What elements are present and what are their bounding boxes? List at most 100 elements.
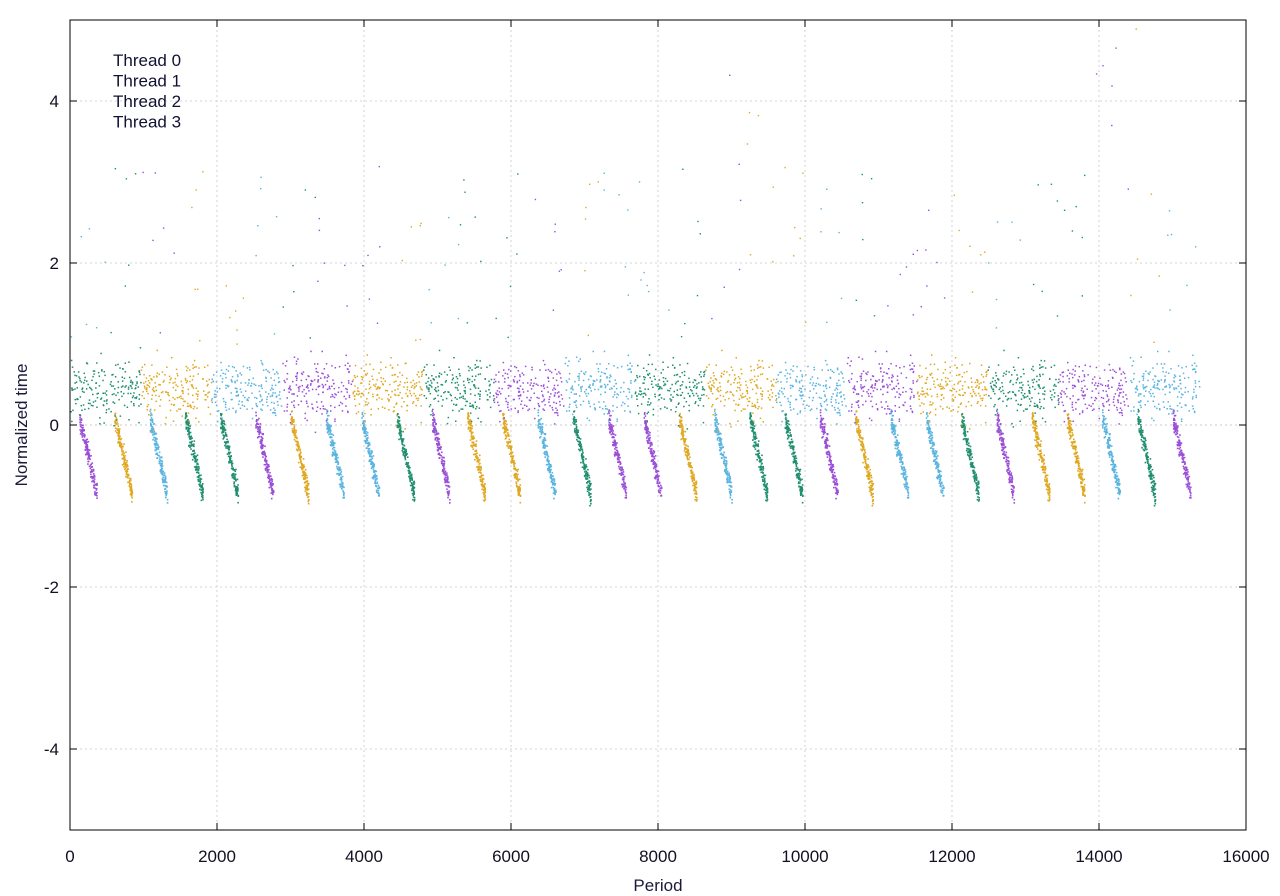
data-point — [437, 389, 440, 392]
data-point — [544, 444, 547, 446]
data-point — [479, 398, 481, 400]
data-point — [123, 404, 126, 407]
data-point — [145, 377, 148, 379]
data-point — [413, 487, 415, 490]
data-point — [196, 468, 198, 471]
data-point — [160, 472, 162, 474]
data-point — [653, 450, 656, 453]
data-point — [433, 431, 435, 434]
data-point — [86, 438, 89, 441]
outlier-point — [618, 194, 620, 196]
data-point — [152, 439, 154, 441]
data-point — [133, 392, 135, 394]
data-point — [683, 397, 686, 399]
data-point — [582, 462, 585, 464]
data-point — [277, 381, 280, 384]
data-point — [690, 470, 693, 472]
data-point — [580, 404, 582, 406]
data-point — [191, 444, 194, 447]
outlier-point — [507, 336, 509, 339]
data-point — [236, 387, 238, 390]
data-point — [552, 486, 555, 489]
data-point — [264, 452, 266, 454]
data-point — [652, 467, 655, 470]
data-point — [586, 486, 588, 489]
data-point — [331, 455, 334, 457]
outlier-point — [159, 332, 161, 334]
data-point — [701, 388, 704, 391]
data-point — [131, 396, 134, 399]
data-point — [617, 394, 620, 396]
data-point — [553, 387, 555, 389]
data-point — [118, 441, 120, 443]
data-point — [396, 402, 398, 404]
data-point — [236, 395, 238, 397]
data-point — [259, 428, 261, 431]
data-point — [277, 377, 280, 379]
data-point — [559, 404, 561, 406]
data-point — [684, 446, 686, 449]
data-point — [620, 404, 623, 407]
data-point — [575, 420, 578, 423]
data-point — [610, 430, 612, 432]
data-point — [224, 432, 227, 434]
data-point — [299, 448, 301, 451]
data-point — [488, 380, 490, 382]
data-point — [122, 445, 124, 448]
data-point — [549, 370, 551, 372]
data-point — [270, 401, 273, 404]
data-point — [519, 488, 521, 491]
data-point — [348, 382, 350, 384]
data-point — [510, 408, 513, 410]
data-point — [336, 467, 339, 469]
data-point — [693, 484, 696, 487]
data-point — [678, 414, 681, 416]
data-point — [540, 430, 542, 432]
data-point — [651, 363, 653, 366]
data-point — [236, 488, 238, 491]
data-point — [354, 364, 357, 367]
data-point — [542, 395, 544, 398]
data-point — [251, 392, 253, 394]
data-point — [123, 452, 125, 454]
data-point — [380, 368, 382, 371]
data-point — [337, 456, 339, 459]
outlier-point — [134, 173, 137, 175]
data-point — [682, 426, 684, 428]
data-point — [298, 390, 300, 392]
data-point — [71, 420, 73, 423]
data-point — [190, 435, 193, 438]
data-point — [493, 381, 495, 384]
data-point — [128, 479, 131, 482]
data-point — [310, 350, 312, 353]
data-point — [151, 414, 153, 416]
outlier-point — [682, 168, 684, 170]
data-point — [274, 414, 277, 417]
data-point — [427, 388, 430, 391]
data-point — [499, 410, 501, 413]
data-point — [650, 450, 653, 452]
data-point — [432, 378, 434, 380]
data-point — [366, 431, 369, 434]
data-point — [431, 386, 433, 388]
data-point — [724, 469, 726, 471]
data-point — [125, 470, 128, 472]
data-point — [476, 405, 478, 408]
data-point — [191, 379, 194, 381]
data-point — [553, 423, 556, 425]
data-point — [693, 473, 695, 476]
data-point — [474, 450, 476, 452]
data-point — [651, 460, 654, 462]
data-point — [374, 480, 376, 483]
data-point — [483, 484, 486, 486]
data-point — [426, 385, 428, 387]
data-point — [685, 387, 688, 389]
data-point — [106, 399, 108, 401]
data-point — [609, 388, 611, 391]
data-point — [687, 392, 689, 395]
data-point — [541, 431, 543, 433]
data-point — [470, 431, 473, 433]
data-point — [198, 367, 200, 369]
data-point — [480, 480, 482, 482]
data-point — [293, 393, 295, 395]
